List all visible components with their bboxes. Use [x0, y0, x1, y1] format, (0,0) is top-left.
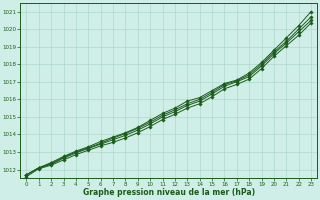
X-axis label: Graphe pression niveau de la mer (hPa): Graphe pression niveau de la mer (hPa) [83, 188, 255, 197]
